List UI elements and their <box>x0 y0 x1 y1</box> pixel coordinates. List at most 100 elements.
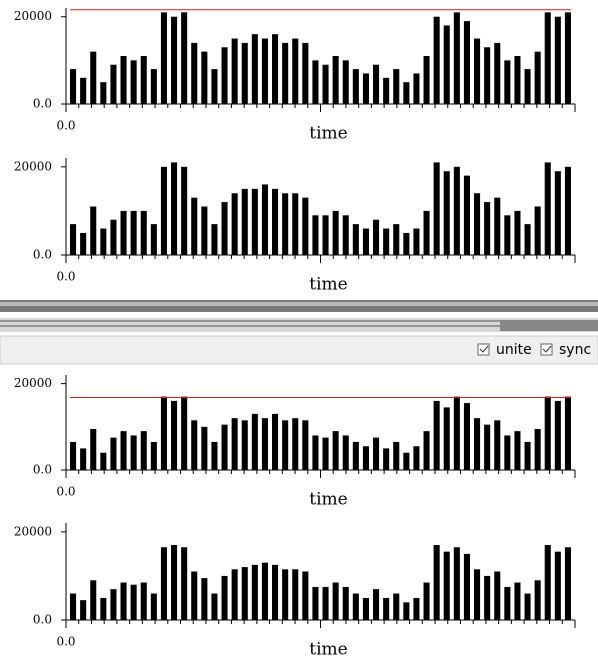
signal-peak <box>120 56 127 104</box>
signal-peak <box>312 60 319 104</box>
signal-peak <box>272 564 279 620</box>
signal-peak <box>251 413 258 470</box>
signal-peak <box>160 12 167 105</box>
signal-peak <box>564 166 571 255</box>
signal-peak <box>120 582 127 620</box>
signal-peak <box>494 571 501 620</box>
scrollbar-thumb[interactable] <box>500 320 598 331</box>
signal-peak <box>564 396 571 470</box>
signal-peak <box>140 210 147 255</box>
signal-peak <box>463 175 470 255</box>
signal-peak <box>261 184 268 255</box>
signal-peak <box>474 418 481 470</box>
signal-peak <box>443 25 450 105</box>
signal-peak <box>524 224 531 255</box>
signal-peak <box>130 584 137 620</box>
signal-peak <box>352 69 359 104</box>
signal-peak <box>110 589 117 620</box>
signal-peak <box>423 582 430 620</box>
signal-peak <box>191 571 198 620</box>
signal-peak <box>221 47 228 104</box>
signal-peak <box>191 42 198 104</box>
signal-peak <box>261 418 268 470</box>
signal-peak <box>332 431 339 470</box>
signal-peak <box>484 575 491 620</box>
signal-peak <box>352 593 359 620</box>
signal-peak <box>383 448 390 470</box>
signal-peak <box>282 569 289 620</box>
signal-peak <box>474 569 481 620</box>
signal-peak <box>362 73 369 104</box>
signal-peak <box>322 215 329 255</box>
signal-peak <box>272 34 279 104</box>
signal-peak <box>100 228 107 255</box>
signal-peak <box>393 593 400 620</box>
signal-peak <box>70 441 77 470</box>
signal-peak <box>352 441 359 470</box>
signal-peak <box>373 64 380 104</box>
signal-peak <box>302 571 309 620</box>
signal-peak <box>90 580 97 620</box>
signal-peak <box>150 69 157 104</box>
signal-peak <box>413 228 420 255</box>
signal-peak <box>504 60 511 104</box>
signal-peak <box>544 545 551 620</box>
signal-peak <box>554 16 561 104</box>
check <box>479 345 489 353</box>
signal-peak <box>342 435 349 470</box>
signal-peak <box>302 197 309 255</box>
checkbox[interactable] <box>477 343 490 356</box>
signal-peak <box>554 171 561 255</box>
signal-peak <box>443 407 450 470</box>
signal-peak <box>423 210 430 255</box>
signal-peak <box>484 202 491 255</box>
signal-peak <box>322 586 329 620</box>
signal-peak <box>413 597 420 620</box>
signal-peak <box>292 38 299 104</box>
signal-peak <box>211 224 218 255</box>
x-tick-label: 0.0 <box>56 119 75 133</box>
signal-peak <box>302 42 309 104</box>
signal-peak <box>443 551 450 620</box>
signal-peak <box>362 597 369 620</box>
sync-label: sync <box>559 342 591 358</box>
signal-peak <box>241 567 248 620</box>
signal-peak <box>292 418 299 470</box>
signal-peak <box>332 582 339 620</box>
signal-peak <box>292 569 299 620</box>
check <box>542 345 552 353</box>
signal-peak <box>80 77 87 104</box>
signal-peak <box>393 441 400 470</box>
signal-peak <box>403 232 410 255</box>
signal-peak <box>524 593 531 620</box>
signal-peak <box>261 562 268 620</box>
signal-peak <box>453 166 460 255</box>
signal-peak <box>221 575 228 620</box>
signal-peak <box>433 545 440 620</box>
signal-peak <box>171 162 178 255</box>
signal-peak <box>494 42 501 104</box>
signal-peak <box>433 16 440 104</box>
signal-peak <box>171 545 178 620</box>
signal-peak <box>130 60 137 104</box>
signal-peak <box>514 56 521 104</box>
signal-peak <box>181 12 188 105</box>
signal-peak <box>474 38 481 104</box>
signal-peak <box>494 420 501 470</box>
signal-peak <box>463 553 470 620</box>
x-axis-label: time <box>309 490 347 510</box>
x-tick-label: 0.0 <box>56 270 75 284</box>
signal-peak <box>544 12 551 105</box>
signal-peak <box>70 593 77 620</box>
signal-peak <box>231 418 238 470</box>
signal-peak <box>201 51 208 104</box>
signal-peak <box>534 428 541 470</box>
signal-peak <box>211 593 218 620</box>
signal-peak <box>453 12 460 105</box>
signal-peak <box>191 420 198 470</box>
signal-peak <box>211 69 218 104</box>
checkbox[interactable] <box>540 343 553 356</box>
signal-peak <box>423 56 430 104</box>
signal-peak <box>181 547 188 620</box>
